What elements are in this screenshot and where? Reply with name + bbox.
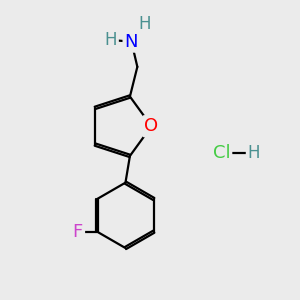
Text: H: H [139, 15, 151, 33]
Text: N: N [125, 33, 138, 51]
Text: H: H [104, 31, 117, 49]
Text: O: O [144, 117, 158, 135]
Text: H: H [248, 144, 260, 162]
Text: Cl: Cl [212, 144, 230, 162]
Text: F: F [73, 223, 83, 241]
